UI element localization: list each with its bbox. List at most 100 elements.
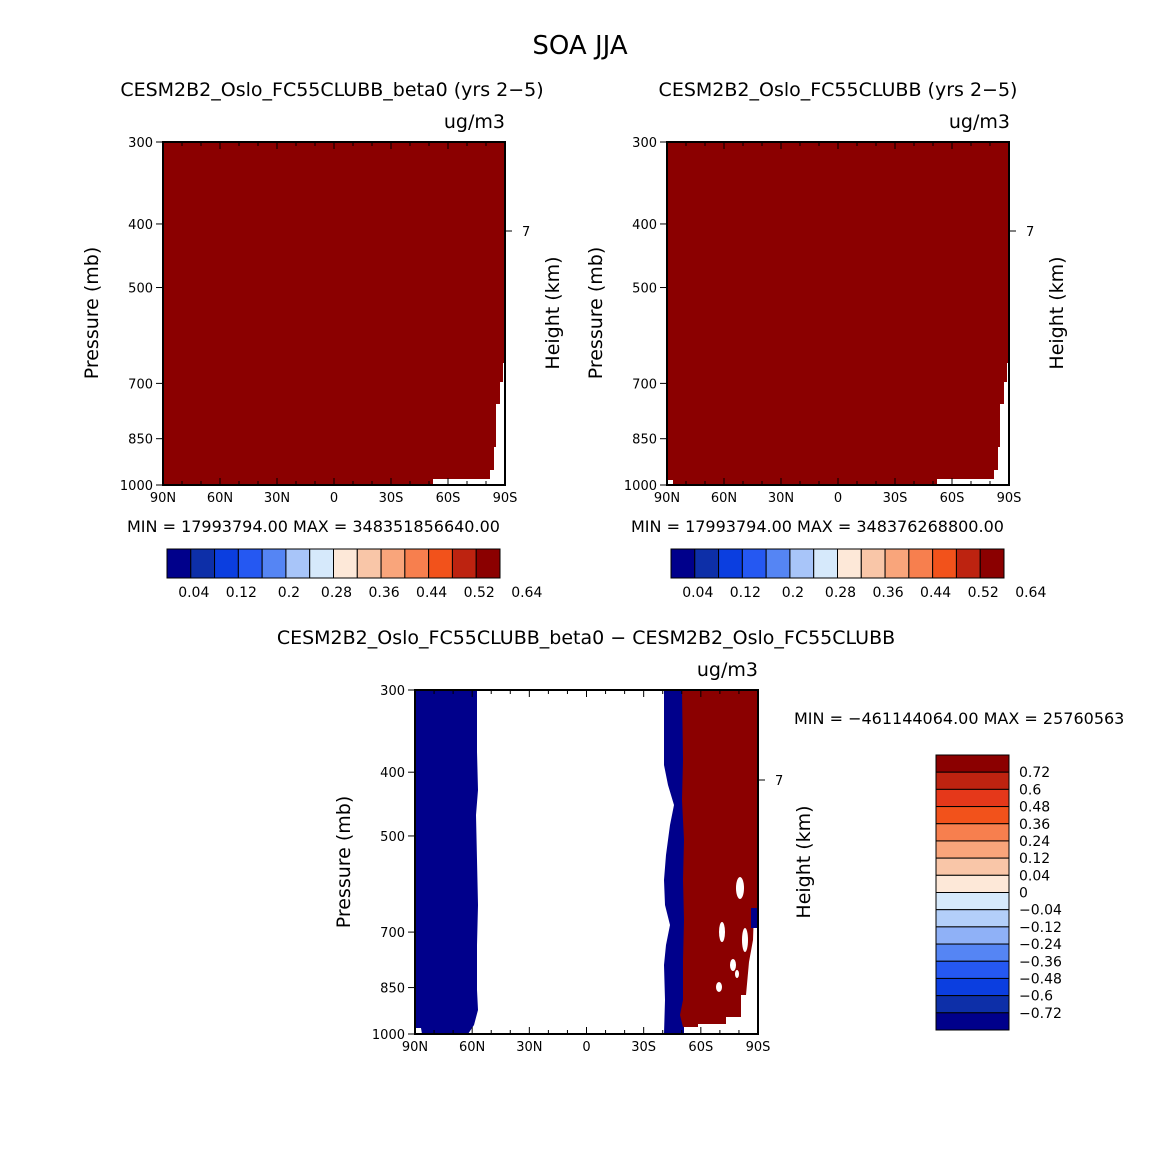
colorbar-label: 0.36 bbox=[1019, 817, 1050, 833]
colorbar-box bbox=[935, 788, 1010, 808]
colorbar-box bbox=[935, 771, 1010, 790]
panel-2-stats: MIN = 17993794.00 MAX = 348376268800.00 bbox=[631, 517, 1004, 536]
y-tick-label: 700 bbox=[128, 377, 153, 392]
colorbar-label: −0.04 bbox=[1019, 903, 1062, 919]
colorbar-label: 0.12 bbox=[1019, 851, 1050, 867]
panel-1-x-ticks: 90N 60N 30N 0 30S 60S 90S bbox=[150, 142, 517, 506]
colorbar-box bbox=[380, 548, 406, 579]
panel-3-x-ticks: 90N 60N 30N 0 30S 60S 90S bbox=[402, 690, 770, 1055]
colorbar-box bbox=[309, 548, 335, 579]
colorbar-box bbox=[261, 548, 287, 579]
colorbar-label: 0.44 bbox=[416, 585, 447, 601]
colorbar-box bbox=[475, 548, 501, 579]
panel-1-ylabel: Pressure (mb) bbox=[81, 247, 103, 380]
panel-3-title: CESM2B2_Oslo_FC55CLUBB_beta0 − CESM2B2_O… bbox=[277, 627, 895, 649]
panel-2-title: CESM2B2_Oslo_FC55CLUBB (yrs 2−5) bbox=[659, 79, 1018, 101]
x-tick-label: 90N bbox=[402, 1040, 428, 1055]
panel-1: CESM2B2_Oslo_FC55CLUBB_beta0 (yrs 2−5) u… bbox=[81, 79, 564, 601]
colorbar-box bbox=[935, 995, 1010, 1014]
colorbar-box bbox=[935, 977, 1010, 997]
panel-2-ylabel-right: Height (km) bbox=[1046, 256, 1068, 369]
y-tick-label: 300 bbox=[128, 136, 153, 151]
x-tick-label: 60S bbox=[436, 491, 461, 506]
panel-3-ylabel-right: Height (km) bbox=[793, 805, 815, 918]
colorbar-box bbox=[935, 840, 1010, 859]
colorbar-label: 0.36 bbox=[368, 585, 399, 601]
y-tick-label: 850 bbox=[380, 982, 405, 997]
panel-3-right-tick-label: 7 bbox=[775, 774, 783, 789]
x-tick-label: 60N bbox=[459, 1040, 485, 1055]
colorbar-box bbox=[765, 548, 791, 579]
y-tick-label: 1000 bbox=[372, 1028, 405, 1043]
colorbar-box bbox=[237, 548, 263, 579]
colorbar-box bbox=[935, 874, 1010, 893]
colorbar-box bbox=[404, 548, 430, 579]
panel-2-field bbox=[667, 142, 1009, 485]
colorbar-box bbox=[166, 548, 192, 579]
panel-3-hole-6 bbox=[735, 970, 739, 978]
panel-1-missing-region bbox=[433, 363, 505, 485]
colorbar-label: 0.2 bbox=[278, 585, 300, 601]
colorbar-box bbox=[908, 548, 934, 579]
colorbar-label: 0.44 bbox=[920, 585, 951, 601]
panel-3: CESM2B2_Oslo_FC55CLUBB_beta0 − CESM2B2_O… bbox=[277, 627, 1125, 1055]
colorbar-box bbox=[837, 548, 862, 579]
x-tick-label: 30N bbox=[264, 491, 290, 506]
panel-1-units: ug/m3 bbox=[444, 111, 505, 133]
x-tick-label: 30S bbox=[883, 491, 908, 506]
colorbar-label: 0.6 bbox=[1019, 782, 1041, 798]
y-tick-label: 500 bbox=[380, 830, 405, 845]
panel-1-field bbox=[163, 142, 505, 485]
panel-2-y-ticks: 300 400 500 700 850 1000 bbox=[624, 136, 667, 494]
y-tick-label: 1000 bbox=[120, 479, 153, 494]
y-tick-label: 850 bbox=[128, 433, 153, 448]
colorbar-box bbox=[428, 548, 453, 579]
colorbar-label: −0.12 bbox=[1019, 920, 1062, 936]
x-tick-label: 30N bbox=[768, 491, 794, 506]
panel-3-hole-2 bbox=[719, 922, 725, 942]
colorbar-box bbox=[333, 548, 358, 579]
panel-1-title: CESM2B2_Oslo_FC55CLUBB_beta0 (yrs 2−5) bbox=[120, 79, 543, 101]
x-tick-label: 30S bbox=[631, 1040, 656, 1055]
colorbar-label: 0.72 bbox=[1019, 765, 1050, 781]
colorbar-label: 0.12 bbox=[226, 585, 257, 601]
colorbar-box bbox=[955, 548, 981, 579]
colorbar-box bbox=[932, 548, 957, 579]
x-tick-label: 60S bbox=[688, 1040, 713, 1055]
panel-2-x-ticks: 90N 60N 30N 0 30S 60S 90S bbox=[654, 142, 1021, 506]
colorbar-box bbox=[935, 754, 1010, 773]
panel-3-hole-5 bbox=[716, 982, 722, 992]
panel-2-missing-sliver bbox=[667, 480, 673, 485]
y-tick-label: 700 bbox=[632, 377, 657, 392]
colorbar-label: 0.12 bbox=[730, 585, 761, 601]
colorbar-box bbox=[741, 548, 767, 579]
colorbar-label: 0.2 bbox=[782, 585, 804, 601]
colorbar-label: 0.36 bbox=[872, 585, 903, 601]
panel-3-hole-3 bbox=[742, 928, 748, 952]
colorbar-label: −0.48 bbox=[1019, 971, 1062, 987]
panel-1-y-ticks: 300 400 500 700 850 1000 bbox=[120, 136, 163, 494]
panel-3-stats: MIN = −461144064.00 MAX = 25760563 bbox=[794, 709, 1124, 728]
x-tick-label: 90N bbox=[150, 491, 176, 506]
panel-3-negative-band-north bbox=[415, 690, 478, 1034]
colorbar-box bbox=[979, 548, 1005, 579]
colorbar-label: 0.64 bbox=[511, 585, 542, 601]
colorbar-label: 0.24 bbox=[1019, 834, 1050, 850]
colorbar-box bbox=[694, 548, 720, 579]
x-tick-label: 30S bbox=[379, 491, 404, 506]
y-tick-label: 300 bbox=[632, 136, 657, 151]
x-tick-label: 60S bbox=[940, 491, 965, 506]
panel-2-ylabel: Pressure (mb) bbox=[585, 247, 607, 380]
colorbar-label: −0.24 bbox=[1019, 937, 1062, 953]
panel-3-y-ticks: 300 400 500 700 850 1000 bbox=[372, 684, 415, 1043]
panel-3-units: ug/m3 bbox=[697, 659, 758, 681]
colorbar-label: 0 bbox=[1019, 886, 1028, 902]
colorbar-box bbox=[451, 548, 477, 579]
colorbar-label: −0.72 bbox=[1019, 1006, 1062, 1022]
page-title: SOA JJA bbox=[532, 31, 627, 61]
colorbar-box bbox=[214, 548, 239, 579]
colorbar-label: 0.28 bbox=[321, 585, 352, 601]
y-tick-label: 700 bbox=[380, 926, 405, 941]
panel-2: CESM2B2_Oslo_FC55CLUBB (yrs 2−5) ug/m3 9… bbox=[585, 79, 1068, 601]
